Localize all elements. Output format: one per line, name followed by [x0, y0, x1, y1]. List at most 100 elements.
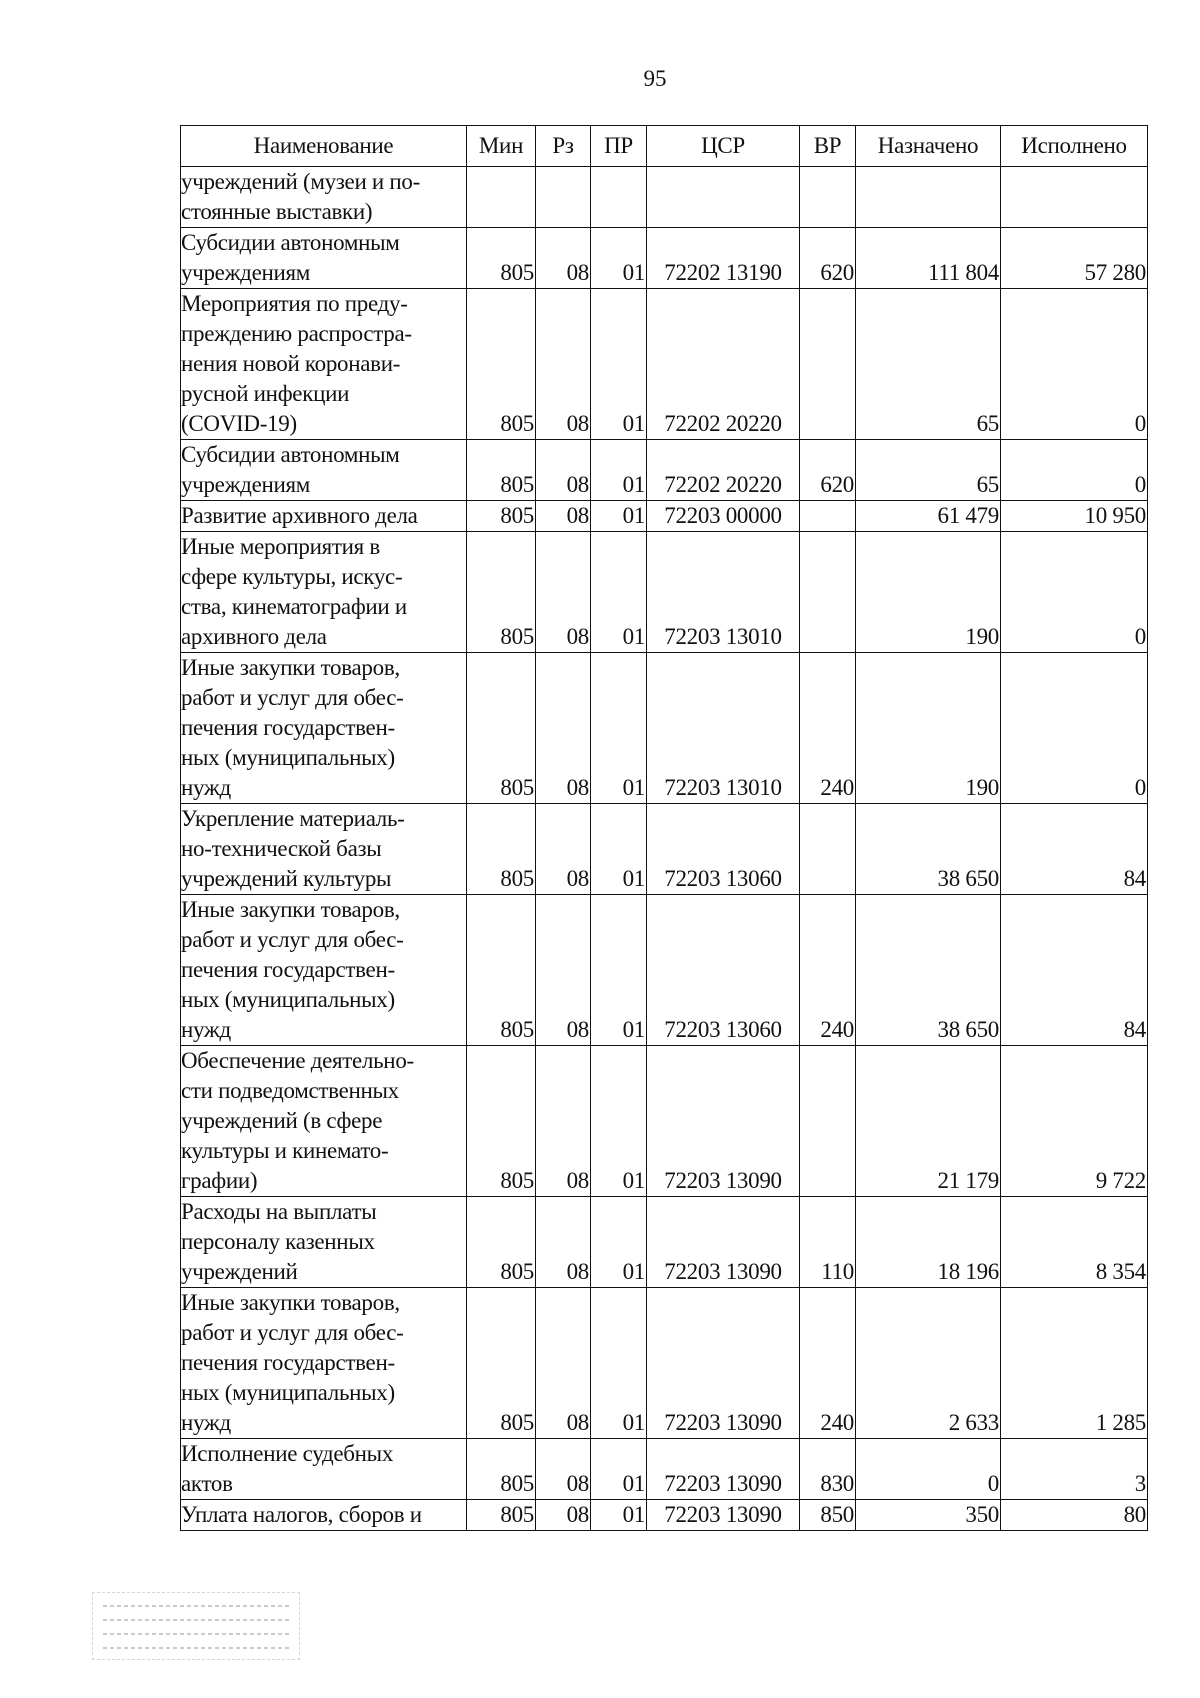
cell-vr: 620 — [799, 439, 856, 501]
cell-name: Укрепление материаль- но-технической баз… — [180, 803, 467, 895]
cell-assigned: 65 — [855, 288, 1001, 440]
header-min: Мин — [466, 125, 536, 167]
cell-rz: 08 — [535, 1438, 591, 1500]
cell-rz: 08 — [535, 1045, 591, 1197]
cell-pr: 01 — [590, 227, 647, 289]
table-row: Иные закупки товаров, работ и услуг для … — [180, 1287, 1148, 1439]
cell-name: Субсидии автономным учреждениям — [180, 439, 467, 501]
cell-assigned: 38 650 — [855, 894, 1001, 1046]
cell-min: 805 — [466, 1196, 536, 1288]
table-header-row: Наименование Мин Рз ПР ЦСР ВР Назначено … — [180, 125, 1148, 167]
cell-executed: 0 — [1000, 288, 1148, 440]
cell-vr: 620 — [799, 227, 856, 289]
cell-rz: 08 — [535, 652, 591, 804]
cell-executed: 10 950 — [1000, 500, 1148, 532]
cell-name: учреждений (музеи и по- стоянные выставк… — [180, 166, 467, 228]
header-assigned: Назначено — [855, 125, 1001, 167]
page-number: 95 — [643, 66, 667, 91]
cell-vr — [799, 166, 856, 228]
cell-name: Расходы на выплаты персоналу казенных уч… — [180, 1196, 467, 1288]
budget-table: Наименование Мин Рз ПР ЦСР ВР Назначено … — [180, 125, 1148, 1531]
table-row: Обеспечение деятельно- сти подведомствен… — [180, 1045, 1148, 1197]
table-row: Субсидии автономным учреждениям 805 08 01 72… — [180, 227, 1148, 289]
cell-executed: 57 280 — [1000, 227, 1148, 289]
cell-min: 805 — [466, 288, 536, 440]
cell-csr: 72203 13090 — [646, 1045, 800, 1197]
cell-pr: 01 — [590, 1196, 647, 1288]
cell-pr: 01 — [590, 1045, 647, 1197]
cell-assigned: 2 633 — [855, 1287, 1001, 1439]
cell-csr: 72203 13060 — [646, 894, 800, 1046]
cell-executed: 0 — [1000, 531, 1148, 653]
cell-rz: 08 — [535, 894, 591, 1046]
cell-name: Иные закупки товаров, работ и услуг для … — [180, 894, 467, 1046]
cell-executed: 0 — [1000, 439, 1148, 501]
cell-vr: 240 — [799, 894, 856, 1046]
table-row: Исполнение судебных актов 805 08 01 72203 13… — [180, 1438, 1148, 1500]
cell-min: 805 — [466, 531, 536, 653]
table-row: учреждений (музеи и по- стоянные выставк… — [180, 166, 1148, 228]
table-row: Иные закупки товаров, работ и услуг для … — [180, 652, 1148, 804]
cell-vr: 850 — [799, 1499, 856, 1531]
cell-min: 805 — [466, 894, 536, 1046]
cell-min: 805 — [466, 1499, 536, 1531]
cell-vr: 830 — [799, 1438, 856, 1500]
cell-vr — [799, 500, 856, 532]
cell-rz: 08 — [535, 439, 591, 501]
cell-executed: 80 — [1000, 1499, 1148, 1531]
table-row: Иные закупки товаров, работ и услуг для … — [180, 894, 1148, 1046]
cell-pr: 01 — [590, 1438, 647, 1500]
cell-rz: 08 — [535, 1196, 591, 1288]
cell-csr: 72202 20220 — [646, 439, 800, 501]
cell-csr: 72203 13060 — [646, 803, 800, 895]
header-rz: Рз — [535, 125, 591, 167]
cell-vr — [799, 1045, 856, 1197]
table-row: Развитие архивного дела 805 08 01 72203 0000… — [180, 500, 1148, 532]
cell-csr: 72203 13090 — [646, 1438, 800, 1500]
cell-assigned: 38 650 — [855, 803, 1001, 895]
table-row: Мероприятия по преду- преждению распрост… — [180, 288, 1148, 440]
cell-pr: 01 — [590, 1287, 647, 1439]
header-name: Наименование — [180, 125, 467, 167]
cell-rz: 08 — [535, 1499, 591, 1531]
cell-csr: 72202 13190 — [646, 227, 800, 289]
table-row: Укрепление материаль- но-технической баз… — [180, 803, 1148, 895]
cell-csr — [646, 166, 800, 228]
table-row: Субсидии автономным учреждениям 805 08 01 72… — [180, 439, 1148, 501]
cell-pr — [590, 166, 647, 228]
cell-name: Иные мероприятия в сфере культуры, искус… — [180, 531, 467, 653]
cell-pr: 01 — [590, 652, 647, 804]
cell-executed: 9 722 — [1000, 1045, 1148, 1197]
cell-assigned: 350 — [855, 1499, 1001, 1531]
cell-name: Уплата налогов, сборов и — [180, 1499, 467, 1531]
cell-name: Иные закупки товаров, работ и услуг для … — [180, 1287, 467, 1439]
cell-rz: 08 — [535, 1287, 591, 1439]
cell-min: 805 — [466, 803, 536, 895]
cell-executed — [1000, 166, 1148, 228]
cell-name: Иные закупки товаров, работ и услуг для … — [180, 652, 467, 804]
stamp-image — [92, 1592, 300, 1660]
cell-min: 805 — [466, 1438, 536, 1500]
cell-assigned: 111 804 — [855, 227, 1001, 289]
cell-vr: 240 — [799, 1287, 856, 1439]
cell-assigned: 190 — [855, 531, 1001, 653]
cell-executed: 0 — [1000, 652, 1148, 804]
cell-name: Исполнение судебных актов — [180, 1438, 467, 1500]
cell-pr: 01 — [590, 531, 647, 653]
cell-min: 805 — [466, 1045, 536, 1197]
cell-min: 805 — [466, 227, 536, 289]
cell-csr: 72203 13090 — [646, 1287, 800, 1439]
cell-min: 805 — [466, 500, 536, 532]
table-row: Уплата налогов, сборов и 805 08 01 72203 130… — [180, 1499, 1148, 1531]
cell-assigned: 190 — [855, 652, 1001, 804]
cell-name: Обеспечение деятельно- сти подведомствен… — [180, 1045, 467, 1197]
cell-assigned — [855, 166, 1001, 228]
cell-assigned: 0 — [855, 1438, 1001, 1500]
cell-assigned: 65 — [855, 439, 1001, 501]
cell-min — [466, 166, 536, 228]
table-row: Иные мероприятия в сфере культуры, искус… — [180, 531, 1148, 653]
cell-executed: 1 285 — [1000, 1287, 1148, 1439]
cell-csr: 72203 00000 — [646, 500, 800, 532]
cell-csr: 72203 13090 — [646, 1499, 800, 1531]
cell-vr — [799, 803, 856, 895]
